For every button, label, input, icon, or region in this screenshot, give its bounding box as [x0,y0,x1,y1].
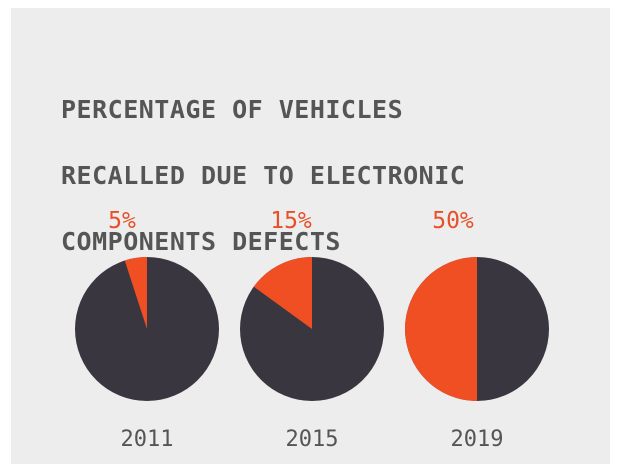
value-label-2015: 15% [270,208,312,234]
chart-title-line-1: PERCENTAGE OF VEHICLES [61,95,404,124]
chart-title-line-2: RECALLED DUE TO ELECTRONIC [61,161,466,190]
value-label-2019: 50% [432,208,474,234]
pie-2011: 5% 2011 [75,208,219,452]
chart-title-line-3: COMPONENTS DEFECTS [61,227,341,256]
pie-slice-highlight-2011 [124,257,147,329]
pie-2015: 15% 2015 [240,208,384,452]
pie-slice-highlight-2019 [405,257,477,401]
pie-slice-highlight-2015 [253,257,312,329]
category-label-2011: 2011 [121,427,174,452]
category-label-2015: 2015 [286,427,339,452]
pie-2019: 50% 2019 [405,208,549,452]
category-label-2019: 2019 [451,427,504,452]
chart-title: PERCENTAGE OF VEHICLES RECALLED DUE TO E… [61,60,465,291]
value-label-2011: 5% [108,208,136,234]
